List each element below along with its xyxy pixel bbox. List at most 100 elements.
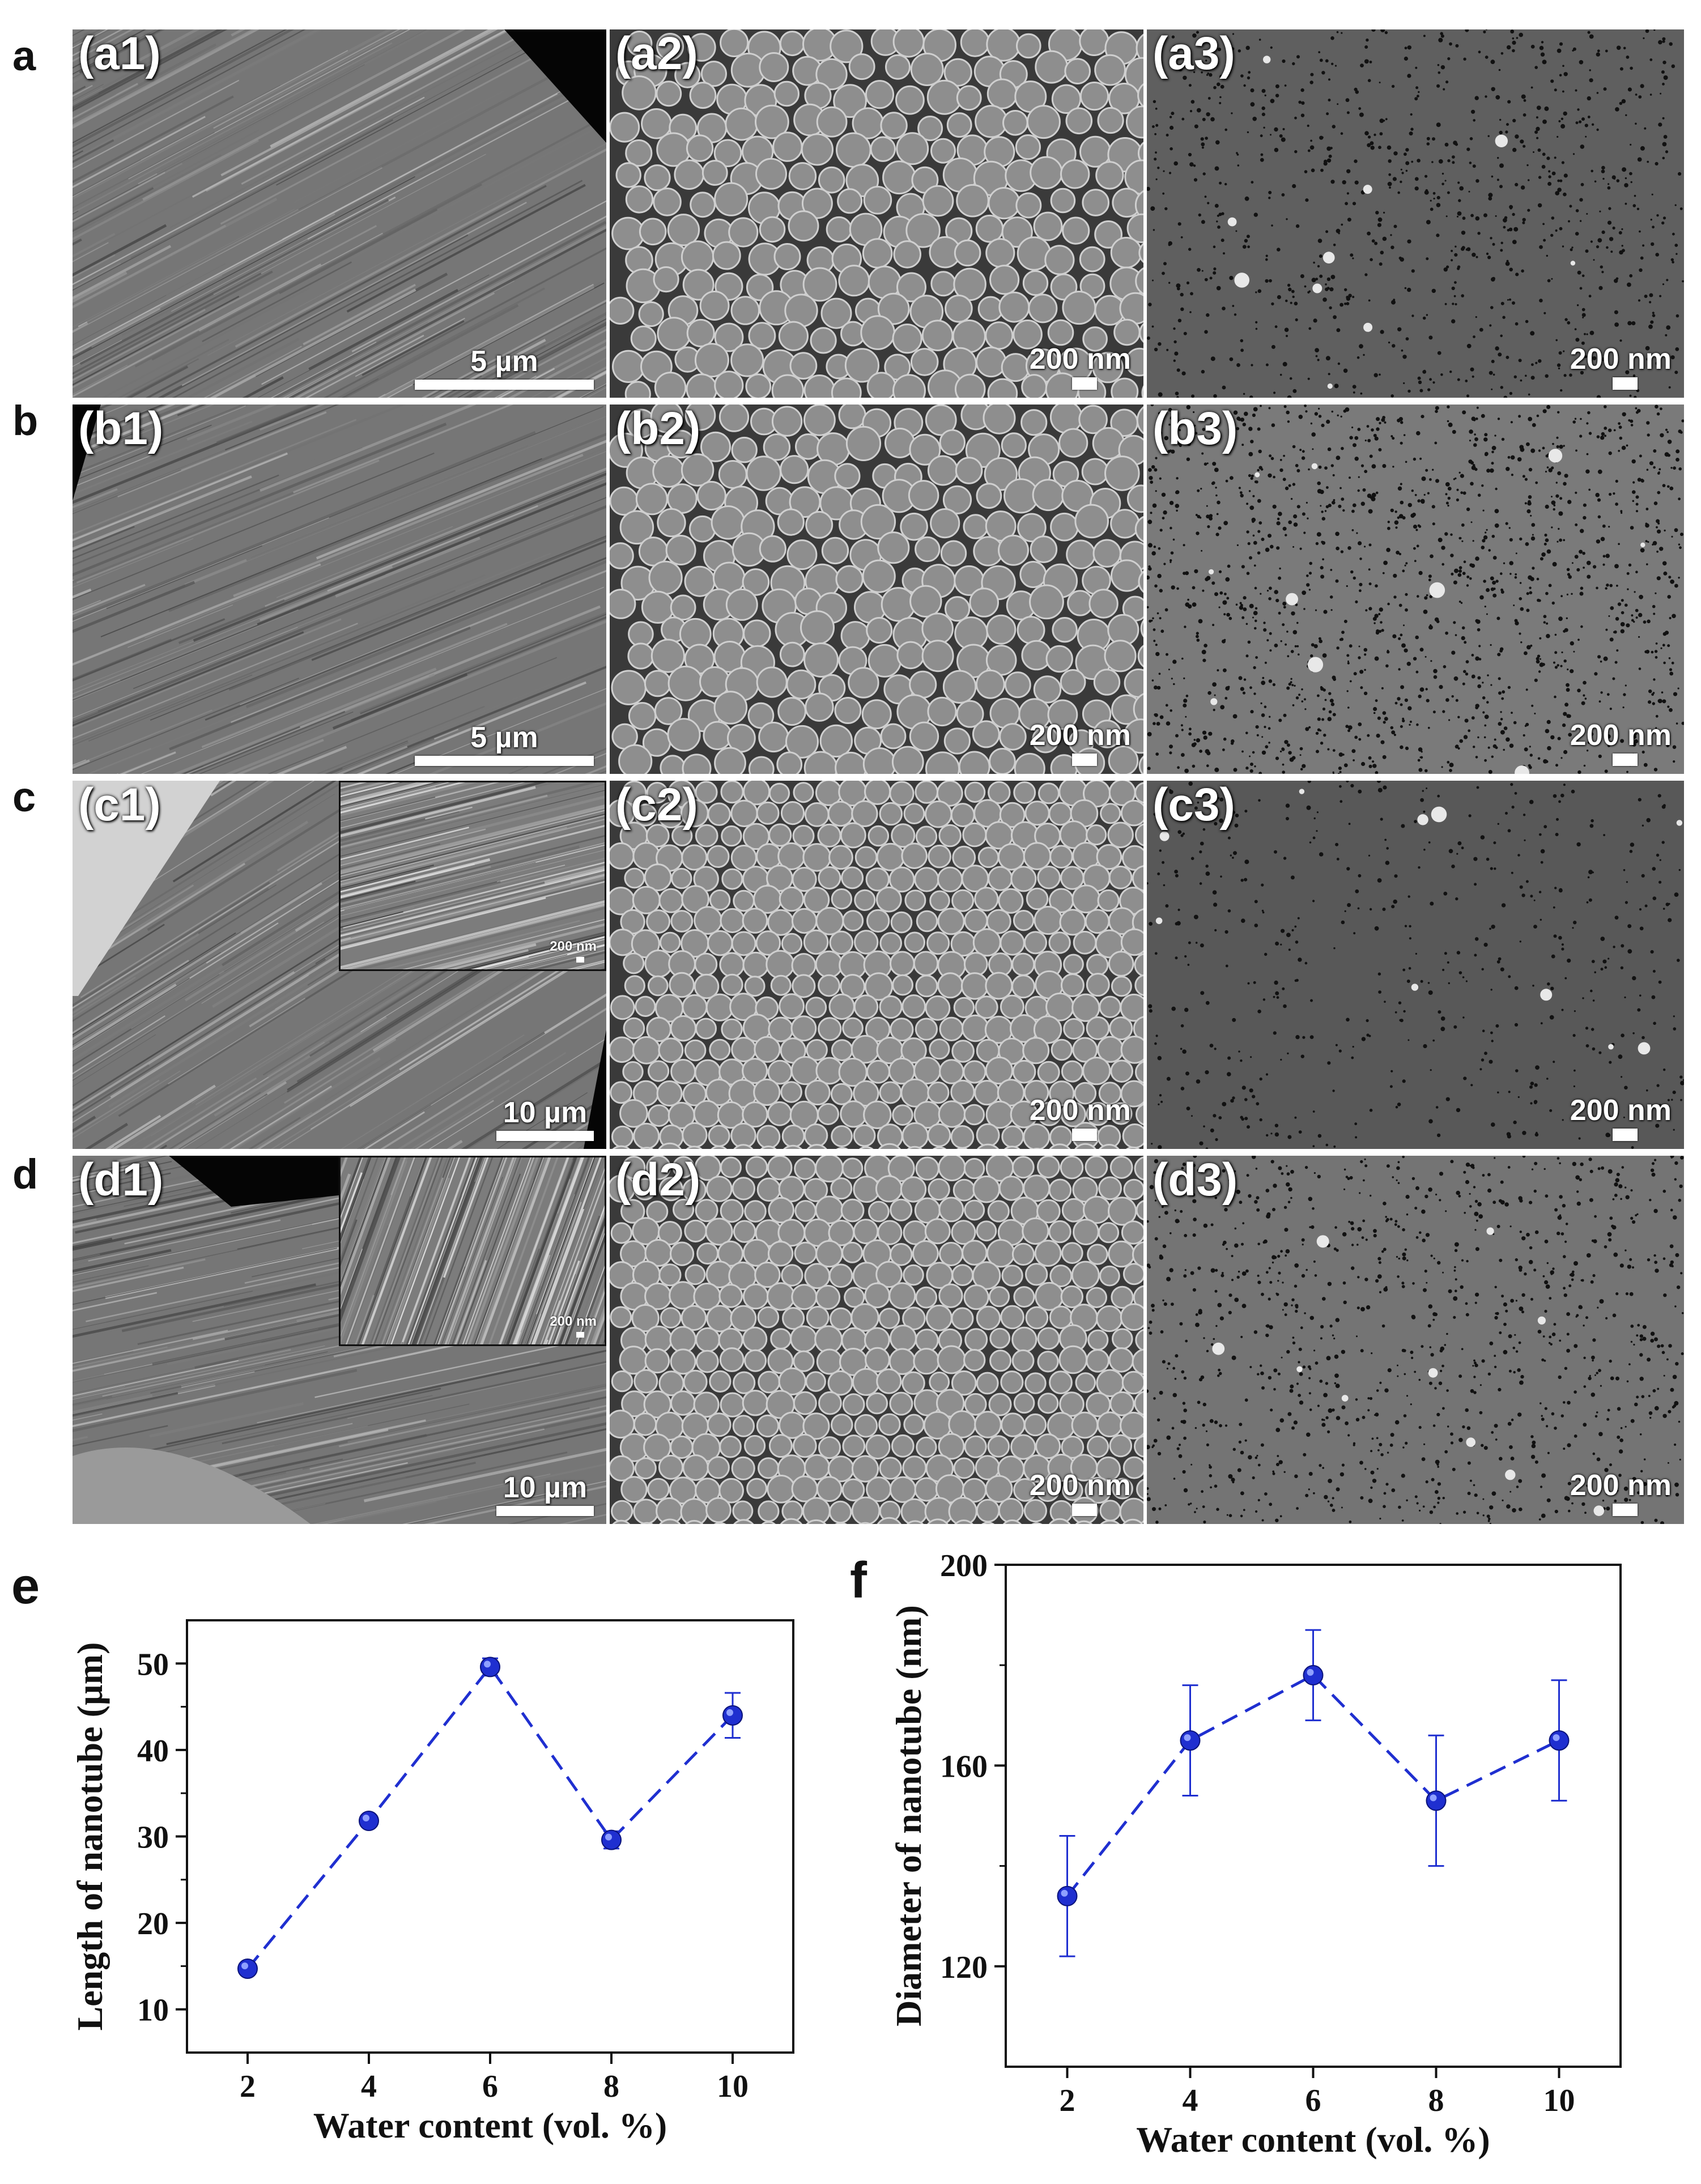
scale-bar-line xyxy=(1072,753,1097,766)
scale-bar-line xyxy=(1613,1129,1638,1141)
sem-image xyxy=(1147,29,1684,398)
panel-label: (d3) xyxy=(1153,1156,1238,1206)
data-point-highlight xyxy=(1430,1794,1437,1802)
sem-panel-b2: (b2) 200 nm xyxy=(610,405,1143,774)
sem-image xyxy=(610,29,1143,398)
x-axis-label: Water content (vol. %) xyxy=(313,2105,667,2145)
data-point xyxy=(601,1829,622,1850)
y-tick-label: 160 xyxy=(940,1749,988,1784)
scale-bar-label: 200 nm xyxy=(1029,343,1131,376)
data-point-highlight xyxy=(363,1815,369,1822)
scale-bar-label: 200 nm xyxy=(1570,719,1672,752)
x-tick-label: 4 xyxy=(1183,2083,1198,2118)
data-point-highlight xyxy=(484,1661,491,1668)
data-point xyxy=(1180,1730,1201,1751)
y-axis-label: Length of nanotube (µm) xyxy=(70,1642,110,2031)
sem-panel-b3: (b3) 200 nm xyxy=(1147,405,1684,774)
series-line xyxy=(246,1664,734,1970)
sem-image xyxy=(610,405,1143,774)
chart-panel-label: f xyxy=(850,1552,867,1609)
scale-bar-line xyxy=(415,380,594,390)
chart-panel-label: e xyxy=(11,1558,40,1615)
sem-panel-d2: (d2) 200 nm xyxy=(610,1156,1143,1524)
x-tick-label: 4 xyxy=(361,2069,377,2104)
scale-bar-line xyxy=(496,1506,594,1516)
scale-bar-line xyxy=(1072,1129,1097,1141)
panel-label: (a1) xyxy=(78,29,161,79)
panel-label: (d2) xyxy=(615,1156,701,1206)
x-tick-label: 2 xyxy=(1060,2083,1075,2118)
data-point-highlight xyxy=(1184,1734,1191,1742)
scale-bar-label: 200 nm xyxy=(1570,1094,1672,1127)
scale-bar: 10 µm xyxy=(496,1098,594,1141)
panel-label: (c2) xyxy=(615,781,698,831)
scale-bar: 200 nm xyxy=(1030,1471,1131,1516)
sem-image xyxy=(1147,781,1684,1149)
inset-scale-label: 200 nm xyxy=(550,1314,597,1329)
inset-scale-label: 200 nm xyxy=(550,939,597,954)
scale-bar: 5 µm xyxy=(415,347,594,390)
data-point-highlight xyxy=(241,1962,248,1969)
scale-bar: 200 nm xyxy=(1570,721,1672,766)
y-tick-label: 10 xyxy=(137,1993,169,2028)
scale-bar-label: 10 µm xyxy=(503,1096,588,1129)
inset-scale-bar xyxy=(576,1332,584,1338)
data-point xyxy=(237,1958,258,1979)
x-tick-label: 8 xyxy=(603,2069,619,2104)
x-tick-label: 2 xyxy=(240,2069,256,2104)
scale-bar: 5 µm xyxy=(415,723,594,766)
scale-bar: 10 µm xyxy=(496,1473,594,1516)
inset-sem-image xyxy=(341,782,605,969)
panel-label: (c3) xyxy=(1153,781,1235,831)
scale-bar-label: 200 nm xyxy=(1029,1469,1131,1502)
sem-image xyxy=(1147,405,1684,774)
scale-bar-line xyxy=(1613,753,1638,766)
sem-panel-a1: (a1) 5 µm xyxy=(73,29,606,398)
sem-panel-a3: (a3) 200 nm xyxy=(1147,29,1684,398)
data-point-highlight xyxy=(605,1833,612,1841)
y-tick-label: 120 xyxy=(940,1950,988,1985)
y-tick-label: 30 xyxy=(137,1820,169,1855)
y-tick-label: 20 xyxy=(137,1906,169,1942)
inset-scale-bar xyxy=(576,957,584,963)
panel-label: (c1) xyxy=(78,781,161,831)
scale-bar-label: 200 nm xyxy=(1029,719,1131,752)
scale-bar: 200 nm xyxy=(1570,1096,1672,1141)
x-tick-label: 8 xyxy=(1428,2083,1444,2118)
panel-label: (b1) xyxy=(78,405,164,454)
data-point-highlight xyxy=(1307,1668,1314,1676)
scale-bar-label: 200 nm xyxy=(1029,1094,1131,1127)
scale-bar-label: 200 nm xyxy=(1570,1469,1672,1502)
scale-bar-line xyxy=(1072,1504,1097,1516)
panel-label: (a3) xyxy=(1153,29,1235,79)
sem-image xyxy=(73,405,606,774)
scale-bar-label: 10 µm xyxy=(503,1471,588,1504)
sem-panel-b1: (b1) 5 µm xyxy=(73,405,606,774)
sem-panel-d3: (d3) 200 nm xyxy=(1147,1156,1684,1524)
panel-label: (b3) xyxy=(1153,405,1238,454)
inset-image: 200 nm xyxy=(339,781,606,971)
scale-bar-line xyxy=(1613,1504,1638,1516)
panel-label: (a2) xyxy=(615,29,698,79)
y-axis-label: Diameter of nanotube (nm) xyxy=(888,1605,929,2027)
scale-bar: 200 nm xyxy=(1570,344,1672,390)
x-tick-label: 6 xyxy=(1305,2083,1321,2118)
row-label-b: b xyxy=(12,397,39,444)
x-tick-label: 6 xyxy=(482,2069,498,2104)
sem-panel-d1: 200 nm (d1) 10 µm xyxy=(73,1156,606,1524)
inset-sem-image xyxy=(341,1157,605,1344)
scale-bar-label: 5 µm xyxy=(470,345,538,378)
sem-panel-c3: (c3) 200 nm xyxy=(1147,781,1684,1149)
data-point xyxy=(1549,1730,1570,1751)
data-point xyxy=(722,1705,743,1726)
scale-bar-line xyxy=(1072,377,1097,390)
data-point xyxy=(1303,1664,1324,1685)
data-point xyxy=(480,1657,500,1678)
inset-image: 200 nm xyxy=(339,1156,606,1346)
panel-label: (b2) xyxy=(615,405,701,454)
data-point-highlight xyxy=(726,1709,733,1716)
scale-bar-label: 200 nm xyxy=(1570,343,1672,376)
sem-panel-a2: (a2) 200 nm xyxy=(610,29,1143,398)
scale-bar-line xyxy=(415,756,594,766)
sem-image xyxy=(610,781,1143,1149)
